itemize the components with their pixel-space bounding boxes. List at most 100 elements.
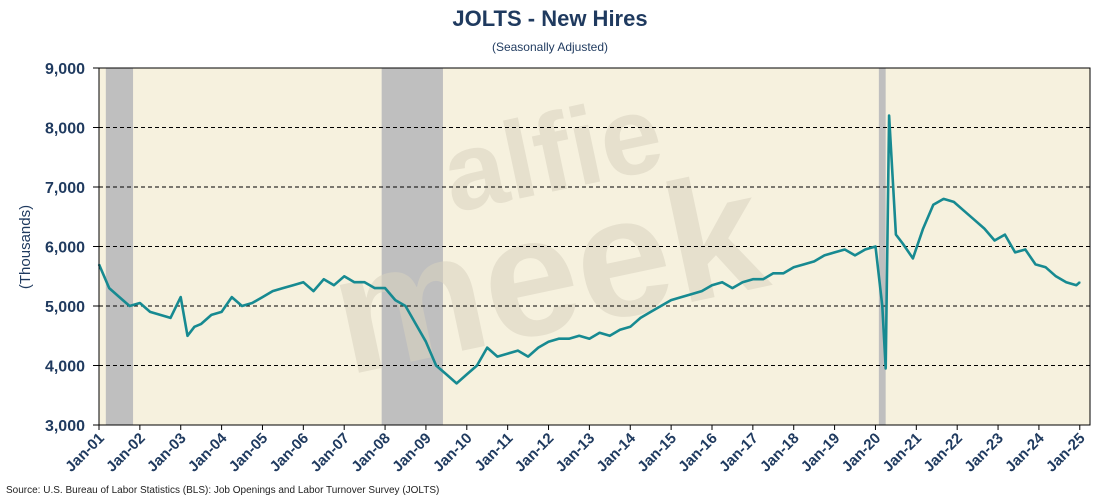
data-point bbox=[993, 239, 996, 242]
data-point bbox=[1078, 281, 1081, 284]
data-point bbox=[874, 245, 877, 248]
data-point bbox=[813, 260, 815, 263]
data-point bbox=[700, 290, 703, 292]
data-point bbox=[312, 290, 315, 292]
data-point bbox=[912, 257, 914, 260]
data-point bbox=[557, 337, 560, 340]
y-tick-label: 4,000 bbox=[45, 359, 85, 376]
data-point bbox=[888, 114, 890, 117]
data-point bbox=[394, 299, 397, 301]
data-point bbox=[1075, 284, 1078, 286]
x-tick-label: Jan-19 bbox=[798, 430, 844, 476]
recession-shade-2 bbox=[878, 68, 886, 425]
data-point bbox=[363, 281, 366, 284]
y-axis-label: (Thousands) bbox=[17, 205, 34, 289]
y-tick-label: 7,000 bbox=[45, 180, 85, 197]
data-point bbox=[537, 346, 540, 349]
x-tick-label: Jan-02 bbox=[103, 430, 149, 476]
plot-frame bbox=[98, 67, 1091, 426]
data-point bbox=[803, 263, 805, 266]
data-point bbox=[922, 227, 924, 230]
data-point bbox=[619, 329, 621, 331]
x-tick-label: Jan-23 bbox=[961, 430, 1007, 476]
recession-shade-1 bbox=[381, 68, 443, 425]
data-point bbox=[1014, 251, 1016, 254]
data-point bbox=[159, 314, 162, 316]
data-point bbox=[169, 317, 172, 319]
data-point bbox=[322, 278, 325, 281]
chart-title: JOLTS - New Hires bbox=[452, 6, 648, 31]
plot-area bbox=[99, 68, 1090, 425]
x-tick-label: Jan-18 bbox=[757, 430, 803, 476]
x-tick-label: Jan-01 bbox=[62, 430, 108, 476]
data-point bbox=[649, 311, 652, 313]
data-point bbox=[1065, 281, 1067, 284]
data-point bbox=[973, 218, 976, 221]
data-point bbox=[983, 227, 986, 230]
y-tick-label: 9,000 bbox=[45, 61, 85, 78]
x-tick-label: Jan-16 bbox=[675, 430, 721, 476]
x-tick-label: Jan-09 bbox=[389, 430, 435, 476]
data-point bbox=[823, 254, 826, 257]
data-point bbox=[414, 323, 417, 325]
x-tick-label: Jan-13 bbox=[553, 430, 599, 476]
data-point bbox=[200, 323, 202, 325]
data-point bbox=[333, 284, 335, 286]
data-point bbox=[598, 331, 601, 334]
data-point bbox=[844, 248, 846, 251]
x-tick-label: Jan-12 bbox=[512, 430, 558, 476]
data-point bbox=[425, 340, 427, 343]
data-point bbox=[833, 251, 836, 254]
data-point bbox=[680, 296, 683, 298]
data-point bbox=[384, 287, 386, 289]
data-point bbox=[884, 367, 887, 370]
source-note: Source: U.S. Bureau of Labor Statistics … bbox=[6, 485, 440, 496]
data-point bbox=[578, 334, 580, 337]
data-point bbox=[1044, 266, 1047, 269]
x-tick-label: Jan-04 bbox=[185, 429, 231, 475]
data-point bbox=[881, 305, 884, 307]
data-point bbox=[241, 305, 243, 307]
data-point bbox=[465, 373, 468, 376]
data-point bbox=[588, 337, 591, 340]
data-point bbox=[639, 317, 642, 319]
data-point bbox=[568, 337, 570, 340]
data-point bbox=[731, 287, 734, 289]
data-point bbox=[792, 266, 795, 269]
data-point bbox=[486, 346, 489, 349]
data-point bbox=[476, 364, 478, 367]
y-tick-label: 6,000 bbox=[45, 240, 85, 257]
data-point bbox=[1055, 275, 1057, 278]
data-point bbox=[128, 305, 131, 307]
data-point bbox=[711, 284, 713, 286]
x-tick-label: Jan-06 bbox=[267, 430, 313, 476]
x-tick-label: Jan-22 bbox=[920, 430, 966, 476]
data-point bbox=[445, 373, 448, 376]
x-tick-label: Jan-11 bbox=[471, 430, 516, 475]
data-point bbox=[404, 305, 407, 307]
data-point bbox=[282, 287, 284, 289]
data-point bbox=[271, 290, 274, 292]
x-tick-label: Jan-25 bbox=[1043, 430, 1089, 476]
data-point bbox=[496, 355, 499, 358]
data-point bbox=[721, 281, 724, 284]
data-point bbox=[374, 287, 376, 289]
x-tick-label: Jan-08 bbox=[348, 430, 394, 476]
data-point bbox=[118, 296, 121, 298]
data-point bbox=[854, 254, 856, 257]
data-point bbox=[932, 204, 935, 206]
data-point bbox=[782, 272, 785, 275]
data-point bbox=[231, 296, 233, 298]
x-tick-label: Jan-05 bbox=[226, 430, 272, 476]
x-tick-label: Jan-17 bbox=[716, 430, 762, 476]
x-tick-label: Jan-03 bbox=[144, 430, 190, 476]
data-point bbox=[864, 248, 867, 251]
data-point bbox=[942, 198, 945, 200]
x-tick-label: Jan-07 bbox=[307, 430, 353, 476]
data-point bbox=[891, 174, 894, 176]
y-tick-label: 3,000 bbox=[45, 418, 85, 435]
data-point bbox=[660, 305, 662, 307]
data-point bbox=[302, 281, 305, 284]
x-tick-label: Jan-20 bbox=[839, 430, 885, 476]
